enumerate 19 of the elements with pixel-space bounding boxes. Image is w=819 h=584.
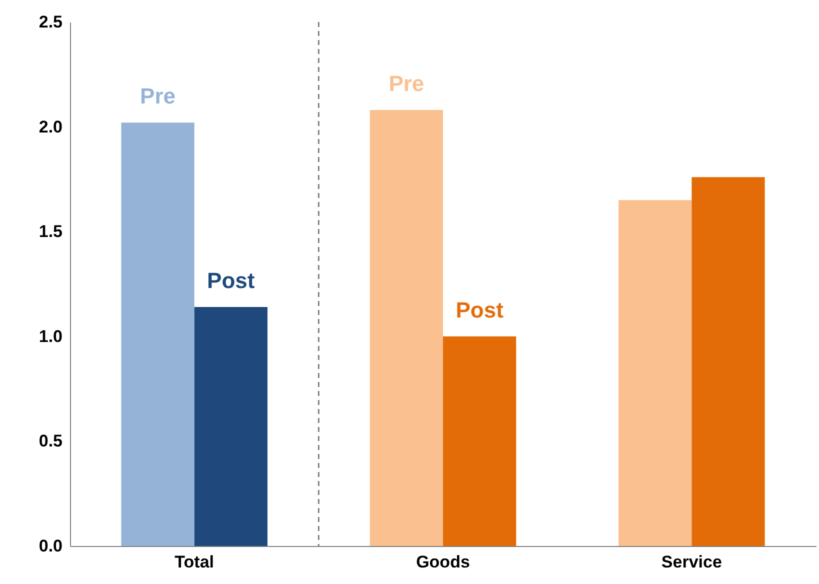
y-tick-label: 2.5: [38, 12, 62, 32]
annotation: Pre: [140, 84, 176, 109]
bar: [618, 200, 692, 546]
y-tick-label: 0.5: [38, 432, 62, 451]
bar: [121, 122, 194, 546]
annotation: Pre: [388, 71, 424, 96]
bar: [370, 110, 443, 546]
annotation: Post: [207, 268, 256, 294]
bar: [194, 307, 268, 546]
y-tick-label: 0.0: [38, 536, 62, 556]
y-tick-label: 1.0: [38, 326, 62, 346]
x-tick-label: Total: [174, 552, 214, 572]
x-tick-label: Goods: [416, 552, 470, 572]
bar: [692, 177, 765, 546]
annotation: Post: [456, 297, 504, 322]
y-tick-label: 1.5: [38, 222, 62, 242]
x-tick-label: Service: [661, 552, 722, 572]
bar: [443, 336, 516, 546]
y-tick-label: 2.0: [38, 117, 62, 136]
